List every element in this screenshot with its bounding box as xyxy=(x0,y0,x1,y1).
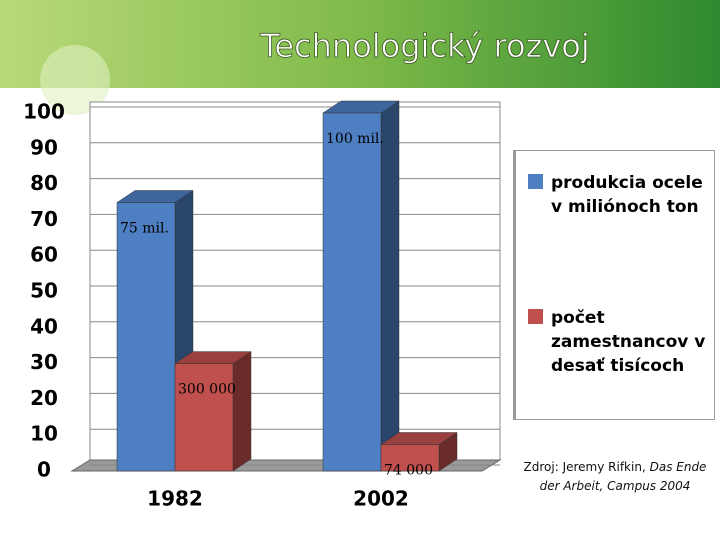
legend: produkcia ocele v miliónoch ton počet zam… xyxy=(513,150,715,420)
legend-entry: produkcia ocele v miliónoch ton xyxy=(528,171,708,219)
bar xyxy=(380,444,440,472)
source: Zdroj: Jeremy Rifkin, Das Ende der Arbei… xyxy=(515,458,715,496)
y-tick-label: 60 xyxy=(30,243,58,267)
legend-swatch xyxy=(528,309,543,324)
source-title: Das Ende der Arbeit, Campus 2004 xyxy=(539,460,707,493)
y-tick-label: 70 xyxy=(30,207,58,231)
y-tick-label: 50 xyxy=(30,279,58,303)
data-label: 74 000 xyxy=(384,463,433,479)
legend-swatch xyxy=(528,174,543,189)
bar-side xyxy=(380,100,400,472)
bar xyxy=(322,112,382,472)
y-tick-label: 0 xyxy=(37,458,51,482)
y-tick-label: 30 xyxy=(30,350,58,374)
header-band xyxy=(0,0,720,88)
x-tick-label: 2002 xyxy=(353,487,409,511)
y-tick-label: 100 xyxy=(23,100,65,124)
legend-label: počet zamestnancov v desať tisícoch xyxy=(551,308,706,376)
bar xyxy=(116,202,176,472)
y-tick-label: 80 xyxy=(30,171,58,195)
y-tick-label: 90 xyxy=(30,135,58,159)
y-tick-label: 10 xyxy=(30,422,58,446)
bar xyxy=(174,363,234,472)
y-tick-label: 40 xyxy=(30,314,58,338)
legend-entry: počet zamestnancov v desať tisícoch xyxy=(528,306,708,378)
globe-decoration xyxy=(40,45,110,115)
data-label: 300 000 xyxy=(178,382,236,398)
chart-title: Technologický rozvoj xyxy=(259,27,590,65)
bar-side xyxy=(232,351,252,472)
data-label: 75 mil. xyxy=(120,221,169,237)
legend-label: produkcia ocele v miliónoch ton xyxy=(551,173,703,217)
y-tick-label: 20 xyxy=(30,386,58,410)
x-tick-label: 1982 xyxy=(147,487,203,511)
data-label: 100 mil. xyxy=(326,131,384,147)
source-text: Zdroj: Jeremy Rifkin, xyxy=(523,460,646,474)
